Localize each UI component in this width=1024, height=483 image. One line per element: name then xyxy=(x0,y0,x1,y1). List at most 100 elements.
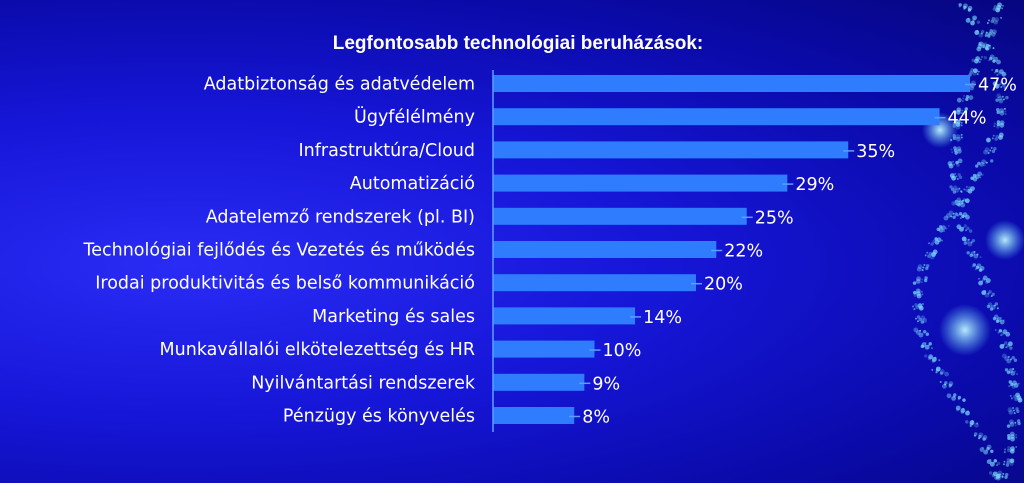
particle-dot xyxy=(951,396,956,401)
particle-dot xyxy=(940,239,943,242)
particle-dot xyxy=(946,393,952,399)
particle-dot xyxy=(967,188,973,194)
particle-dot xyxy=(948,163,954,169)
category-label: Adatelemző rendszerek (pl. BI) xyxy=(206,207,475,227)
particle-dot xyxy=(999,343,1005,349)
particle-dot xyxy=(970,68,974,72)
particle-dot xyxy=(955,175,958,178)
bar xyxy=(493,207,747,225)
particle-dot xyxy=(958,187,961,190)
particle-dot xyxy=(988,290,992,294)
category-label: Adatbiztonság és adatvédelem xyxy=(204,75,475,95)
particle-dot xyxy=(1013,394,1017,399)
particle-dot xyxy=(958,212,963,216)
particle-dot xyxy=(995,474,1001,479)
particle-dot xyxy=(1007,446,1011,450)
particle-dot xyxy=(963,224,968,228)
particle-dot xyxy=(1003,460,1006,463)
particle-dot xyxy=(926,264,930,268)
particle-dot xyxy=(976,20,981,24)
bar xyxy=(493,407,575,424)
particle-dot xyxy=(976,73,979,76)
particle-dot xyxy=(1010,370,1016,376)
particle-dot xyxy=(956,148,962,154)
particle-dot xyxy=(925,266,929,271)
particle-dot xyxy=(960,408,966,413)
particle-dot xyxy=(997,71,1002,76)
particle-dot xyxy=(965,97,969,102)
particle-dot xyxy=(960,410,964,414)
particle-dot xyxy=(976,422,979,425)
particle-dot xyxy=(1012,409,1015,412)
particle-dot xyxy=(1006,460,1010,465)
particle-dot xyxy=(1002,83,1006,88)
particle-dot xyxy=(945,227,948,230)
particle-dot xyxy=(963,8,966,11)
particle-dot xyxy=(923,278,928,283)
particle-dot xyxy=(927,356,932,361)
particle-dot xyxy=(924,354,928,358)
particle-dot xyxy=(920,315,926,321)
particle-dot xyxy=(981,277,986,282)
particle-dot xyxy=(971,70,977,76)
particle-dot xyxy=(921,293,924,296)
particle-dot xyxy=(1011,355,1015,360)
particle-dot xyxy=(950,148,953,151)
particle-dot xyxy=(922,302,925,305)
value-label: 14% xyxy=(643,308,682,328)
bars xyxy=(493,75,976,424)
particle-dot xyxy=(961,214,965,219)
particle-dot xyxy=(990,159,994,163)
bar xyxy=(493,75,970,92)
particle-dot xyxy=(981,173,984,176)
particle-dot xyxy=(999,108,1005,114)
particle-dot xyxy=(999,122,1005,128)
particle-dot xyxy=(1014,421,1017,424)
particle-dot xyxy=(915,317,918,320)
particle-dot xyxy=(959,217,962,220)
particle-dot xyxy=(921,278,924,281)
particle-dot xyxy=(988,31,992,36)
particle-dot xyxy=(935,371,938,374)
particle-dot xyxy=(976,253,979,256)
particle-dot xyxy=(1001,353,1007,359)
particle-dot xyxy=(995,69,999,73)
particle-dot xyxy=(1015,433,1018,436)
particle-dot xyxy=(920,290,923,293)
particle-dot xyxy=(975,265,980,270)
particle-dot xyxy=(1012,406,1014,409)
particle-dot xyxy=(980,32,983,35)
particle-dot xyxy=(987,34,991,38)
particle-dot xyxy=(965,18,971,23)
particle-dot xyxy=(996,110,1000,115)
particle-dot xyxy=(947,224,950,227)
particle-dot xyxy=(969,253,973,258)
particle-dot xyxy=(953,163,956,166)
particle-dot xyxy=(949,185,953,189)
particle-dot xyxy=(979,176,982,179)
particle-dot xyxy=(1015,436,1018,439)
bar xyxy=(493,241,717,258)
particle-dot xyxy=(957,214,960,217)
particle-dot xyxy=(960,136,963,139)
particle-dot xyxy=(977,161,981,166)
particle-dot xyxy=(981,55,984,58)
particle-dot xyxy=(1006,370,1011,375)
particle-dot xyxy=(1009,422,1015,427)
particle-dot xyxy=(1001,476,1004,479)
particle-dot xyxy=(967,8,972,12)
particle-dot xyxy=(938,359,941,362)
particle-dot xyxy=(953,202,956,205)
particle-dot xyxy=(983,149,988,155)
particle-dot xyxy=(1004,448,1007,451)
particle-dot xyxy=(913,327,919,333)
particle-dot xyxy=(962,398,966,402)
particle-dot xyxy=(968,95,974,100)
particle-dot xyxy=(1008,380,1012,384)
particle-dot xyxy=(915,305,919,310)
particle-dot xyxy=(986,459,992,465)
particle-dot xyxy=(990,449,994,453)
particle-dot xyxy=(968,229,973,233)
particle-dot xyxy=(990,146,993,149)
particle-dot xyxy=(943,215,949,221)
